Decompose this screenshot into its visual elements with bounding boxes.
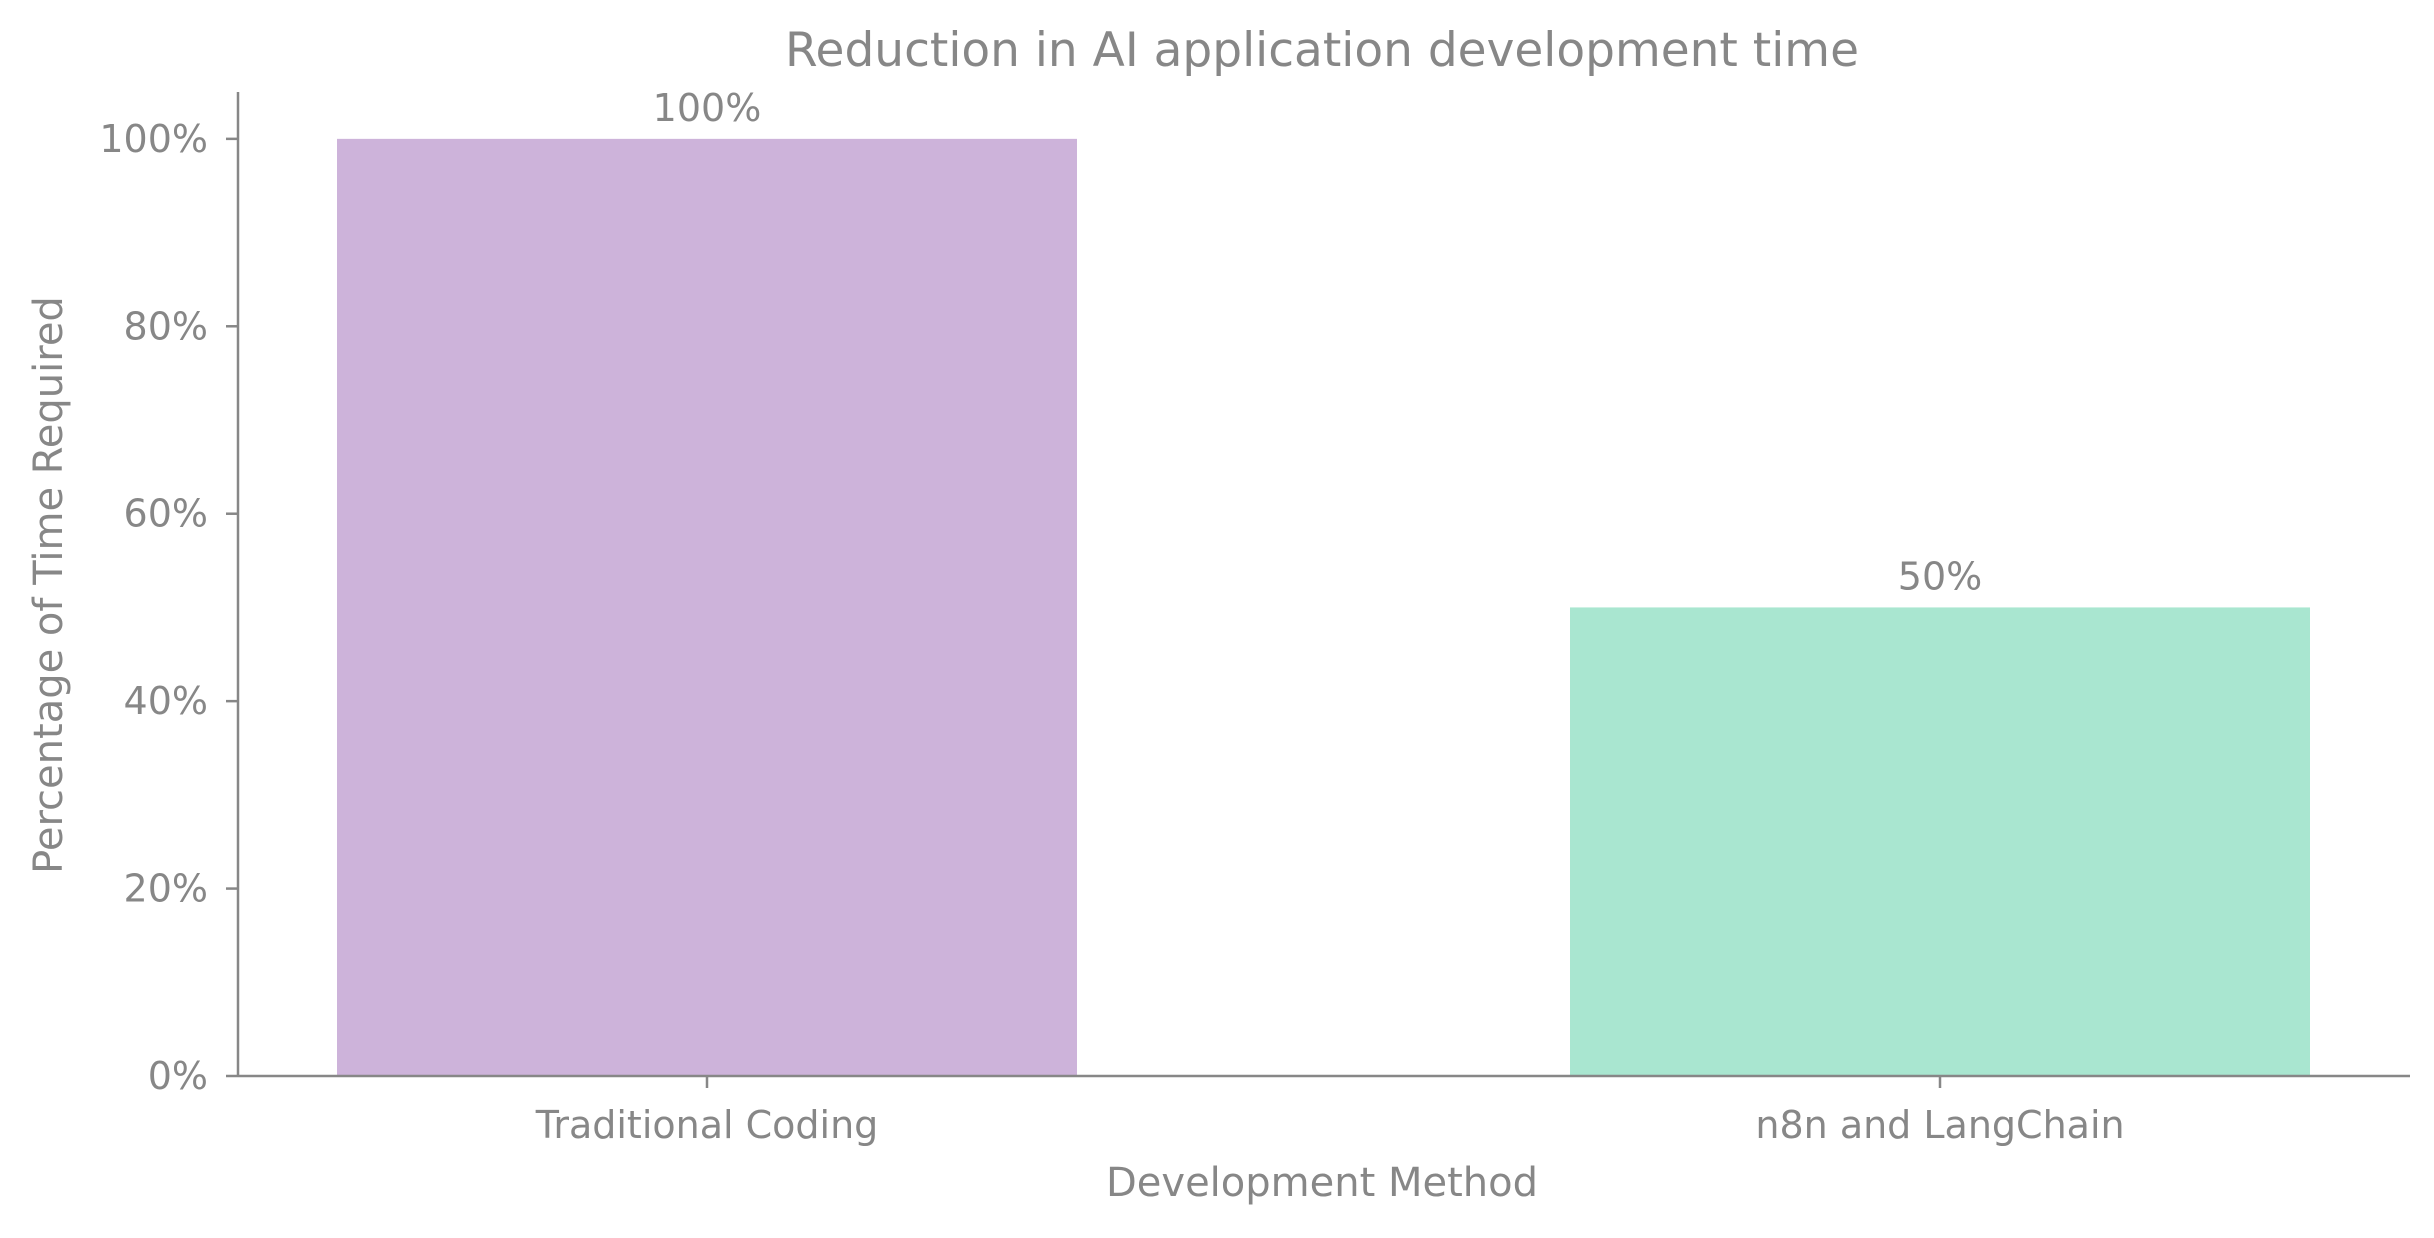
x-tick-label: n8n and LangChain	[1755, 1103, 2124, 1147]
y-tick-label: 60%	[124, 492, 208, 536]
y-tick-label: 40%	[124, 679, 208, 723]
data-label: 50%	[1898, 554, 1982, 598]
y-tick-label: 20%	[124, 867, 208, 911]
chart-title: Reduction in AI application development …	[785, 23, 1859, 78]
x-axis-label: Development Method	[1106, 1160, 1538, 1206]
bar	[1570, 607, 2310, 1076]
y-tick-label: 80%	[124, 304, 208, 348]
y-axis-label: Percentage of Time Required	[26, 296, 72, 874]
y-tick-label: 0%	[148, 1054, 208, 1098]
plot-area: 100% Traditional Coding 50% n8n and LangCha…	[99, 86, 2410, 1147]
x-tick-label: Traditional Coding	[535, 1103, 879, 1147]
y-tick-label: 100%	[99, 117, 208, 161]
bar	[337, 138, 1077, 1076]
data-label: 100%	[653, 86, 762, 130]
